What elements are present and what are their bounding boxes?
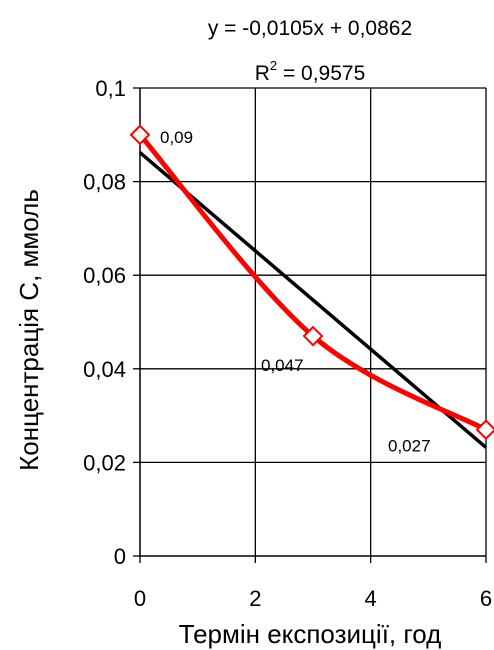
data-point-marker (475, 419, 494, 441)
x-tick-label: 0 (134, 586, 146, 611)
y-tick-label: 0,08 (83, 170, 126, 195)
trendline-r-squared: R2 = 0,9575 (255, 58, 366, 85)
series (129, 124, 494, 441)
series-line (138, 133, 488, 432)
y-tick-label: 0,1 (95, 76, 126, 101)
y-tick-label: 0,02 (83, 450, 126, 475)
x-tick-label: 4 (365, 586, 377, 611)
y-axis-title: Концентрація С, ммоль (14, 189, 44, 471)
r2-value: = 0,9575 (277, 62, 365, 85)
trendline-line (138, 151, 488, 449)
data-labels: 0,09 0,047 0,027 (160, 128, 431, 456)
data-point-marker (302, 325, 324, 347)
axes (133, 87, 487, 563)
data-point-label: 0,027 (388, 437, 431, 456)
x-tick-label: 2 (249, 586, 261, 611)
x-tick-label: 6 (480, 586, 492, 611)
trendline-equation: y = -0,0105x + 0,0862 (208, 17, 412, 40)
r2-exponent: 2 (270, 58, 277, 73)
tick-labels: 0 0,02 0,04 0,06 0,08 0,1 0 2 4 6 (83, 76, 492, 611)
y-tick-label: 0,04 (83, 357, 126, 382)
data-point-label: 0,09 (160, 128, 193, 147)
y-tick-label: 0 (114, 544, 126, 569)
y-tick-label: 0,06 (83, 263, 126, 288)
data-point-label: 0,047 (261, 356, 304, 375)
x-axis-title: Термін експозиції, год (179, 619, 442, 649)
trendline (138, 151, 488, 449)
data-point-marker (129, 124, 151, 146)
grid (140, 87, 487, 556)
r2-prefix: R (255, 62, 270, 85)
